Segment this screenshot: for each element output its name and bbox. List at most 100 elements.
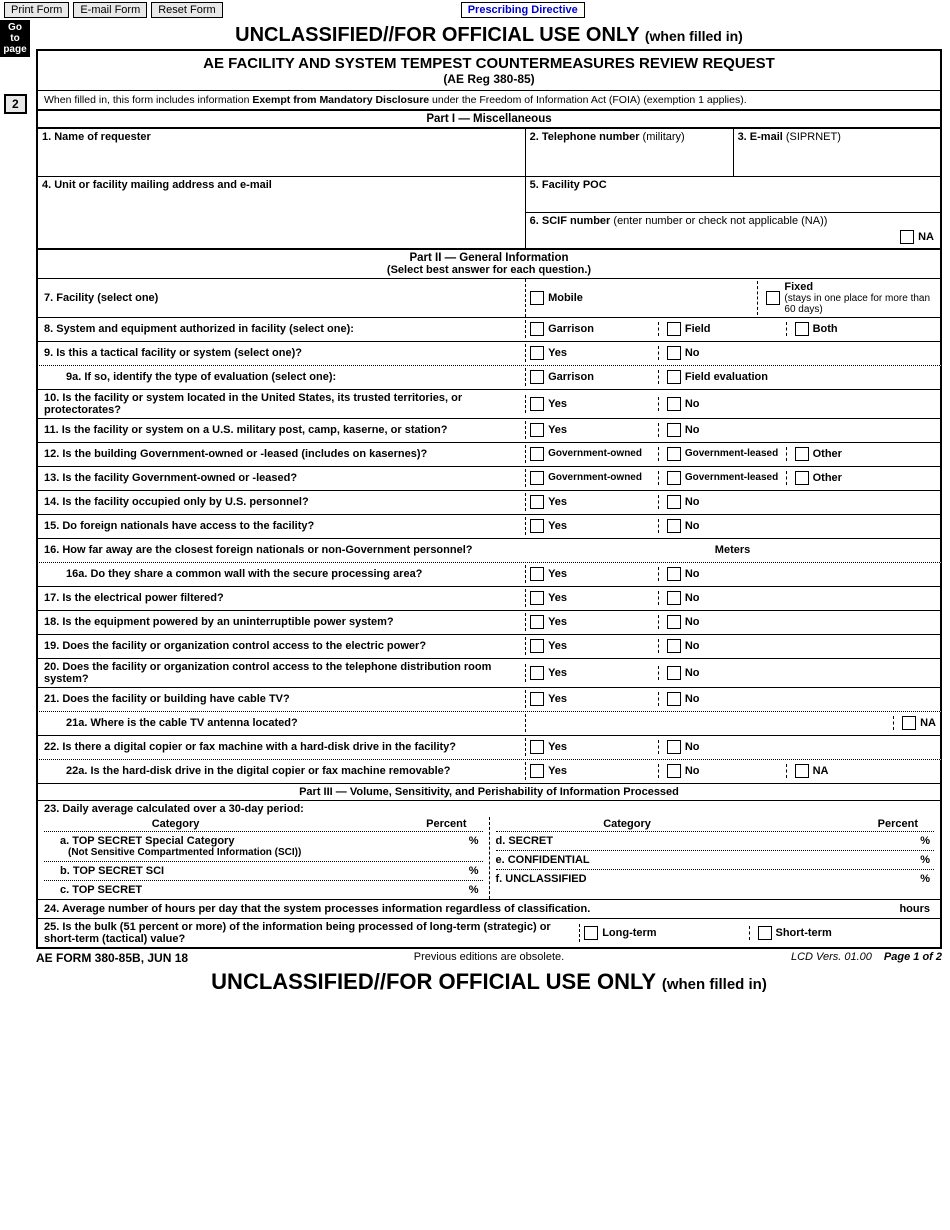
scif-na-option[interactable]: NA [900, 230, 934, 244]
q9-yes-checkbox[interactable] [530, 346, 544, 360]
q22-no-option[interactable]: No [658, 740, 700, 754]
q8-garrison-option[interactable]: Garrison [530, 322, 652, 336]
q10-yes-checkbox[interactable] [530, 397, 544, 411]
goto-page-tab[interactable]: Go to page [0, 20, 30, 57]
q23-a-row[interactable]: a. TOP SECRET Special Category(Not Sensi… [44, 831, 483, 861]
q17-yes-option[interactable]: Yes [530, 591, 652, 605]
q9-no-checkbox[interactable] [667, 346, 681, 360]
email-button[interactable]: E-mail Form [73, 2, 147, 18]
q9a-garrison-option[interactable]: Garrison [530, 370, 652, 384]
q15-yes-option[interactable]: Yes [530, 519, 652, 533]
q16a-yes-option[interactable]: Yes [530, 567, 652, 581]
q18-yes-option[interactable]: Yes [530, 615, 652, 629]
q23-c-row[interactable]: c. TOP SECRET% [44, 880, 483, 899]
q20-yes-checkbox[interactable] [530, 666, 544, 680]
q22a-yes-checkbox[interactable] [530, 764, 544, 778]
q22a-na-option[interactable]: NA [786, 764, 829, 778]
q20-no-option[interactable]: No [658, 666, 700, 680]
q21a-na-option[interactable]: NA [893, 716, 936, 730]
q25-shortterm-checkbox[interactable] [758, 926, 772, 940]
q22a-no-option[interactable]: No [658, 764, 780, 778]
q17-no-option[interactable]: No [658, 591, 700, 605]
q10-no-checkbox[interactable] [667, 397, 681, 411]
q23-d-row[interactable]: d. SECRET% [496, 831, 935, 850]
q19-yes-checkbox[interactable] [530, 639, 544, 653]
q25-shortterm-option[interactable]: Short-term [749, 926, 832, 940]
q21-yes-option[interactable]: Yes [530, 692, 652, 706]
field-3-email[interactable]: 3. E-mail (SIPRNET) [733, 128, 941, 176]
field-2-phone[interactable]: 2. Telephone number (military) [525, 128, 733, 176]
q14-no-option[interactable]: No [658, 495, 700, 509]
q9a-garrison-checkbox[interactable] [530, 370, 544, 384]
q14-yes-checkbox[interactable] [530, 495, 544, 509]
q12-leased-checkbox[interactable] [667, 447, 681, 461]
q22-yes-option[interactable]: Yes [530, 740, 652, 754]
q21-yes-checkbox[interactable] [530, 692, 544, 706]
q11-yes-checkbox[interactable] [530, 423, 544, 437]
q8-garrison-checkbox[interactable] [530, 322, 544, 336]
q22a-yes-option[interactable]: Yes [530, 764, 652, 778]
field-6-scif[interactable]: 6. SCIF number (enter number or check no… [525, 212, 941, 248]
q10-no-option[interactable]: No [658, 397, 700, 411]
q10-yes-option[interactable]: Yes [530, 397, 652, 411]
q11-no-option[interactable]: No [658, 423, 700, 437]
q13-leased-checkbox[interactable] [667, 471, 681, 485]
field-5-poc[interactable]: 5. Facility POC [525, 176, 941, 212]
q9-yes-option[interactable]: Yes [530, 346, 652, 360]
q19-no-checkbox[interactable] [667, 639, 681, 653]
q16a-yes-checkbox[interactable] [530, 567, 544, 581]
q15-no-option[interactable]: No [658, 519, 700, 533]
q9a-field-option[interactable]: Field evaluation [658, 370, 768, 384]
q9a-field-checkbox[interactable] [667, 370, 681, 384]
q15-no-checkbox[interactable] [667, 519, 681, 533]
q23-e-row[interactable]: e. CONFIDENTIAL% [496, 850, 935, 869]
q12-leased-option[interactable]: Government-leased [658, 447, 780, 461]
q20-no-checkbox[interactable] [667, 666, 681, 680]
q7-fixed-option[interactable]: Fixed(stays in one place for more than 6… [757, 281, 936, 315]
q21a-na-checkbox[interactable] [902, 716, 916, 730]
q18-no-checkbox[interactable] [667, 615, 681, 629]
q22-no-checkbox[interactable] [667, 740, 681, 754]
q11-no-checkbox[interactable] [667, 423, 681, 437]
q8-both-option[interactable]: Both [786, 322, 838, 336]
q22a-no-checkbox[interactable] [667, 764, 681, 778]
q8-field-option[interactable]: Field [658, 322, 780, 336]
q22-yes-checkbox[interactable] [530, 740, 544, 754]
page-2-button[interactable]: 2 [4, 94, 27, 114]
q24-row[interactable]: 24. Average number of hours per day that… [36, 899, 942, 918]
q13-other-option[interactable]: Other [786, 471, 842, 485]
q18-no-option[interactable]: No [658, 615, 700, 629]
q13-owned-option[interactable]: Government-owned [530, 471, 652, 485]
q8-field-checkbox[interactable] [667, 322, 681, 336]
q21-no-checkbox[interactable] [667, 692, 681, 706]
q19-yes-option[interactable]: Yes [530, 639, 652, 653]
q15-yes-checkbox[interactable] [530, 519, 544, 533]
q12-owned-checkbox[interactable] [530, 447, 544, 461]
prescribing-directive-button[interactable]: Prescribing Directive [461, 2, 585, 18]
q7-mobile-option[interactable]: Mobile [530, 291, 583, 305]
q14-yes-option[interactable]: Yes [530, 495, 652, 509]
q17-yes-checkbox[interactable] [530, 591, 544, 605]
q13-leased-option[interactable]: Government-leased [658, 471, 780, 485]
q7-mobile-checkbox[interactable] [530, 291, 544, 305]
q7-fixed-checkbox[interactable] [766, 291, 780, 305]
q23-b-row[interactable]: b. TOP SECRET SCI% [44, 861, 483, 880]
q18-yes-checkbox[interactable] [530, 615, 544, 629]
field-1-requester[interactable]: 1. Name of requester [37, 128, 525, 176]
q20-yes-option[interactable]: Yes [530, 666, 652, 680]
q17-no-checkbox[interactable] [667, 591, 681, 605]
q16a-no-option[interactable]: No [658, 567, 700, 581]
q16a-no-checkbox[interactable] [667, 567, 681, 581]
print-button[interactable]: Print Form [4, 2, 69, 18]
q13-other-checkbox[interactable] [795, 471, 809, 485]
q9-no-option[interactable]: No [658, 346, 700, 360]
q19-no-option[interactable]: No [658, 639, 700, 653]
q8-both-checkbox[interactable] [795, 322, 809, 336]
q11-yes-option[interactable]: Yes [530, 423, 652, 437]
q12-other-option[interactable]: Other [786, 447, 842, 461]
q12-owned-option[interactable]: Government-owned [530, 447, 652, 461]
q12-other-checkbox[interactable] [795, 447, 809, 461]
scif-na-checkbox[interactable] [900, 230, 914, 244]
q25-longterm-option[interactable]: Long-term [584, 926, 742, 940]
q22a-na-checkbox[interactable] [795, 764, 809, 778]
